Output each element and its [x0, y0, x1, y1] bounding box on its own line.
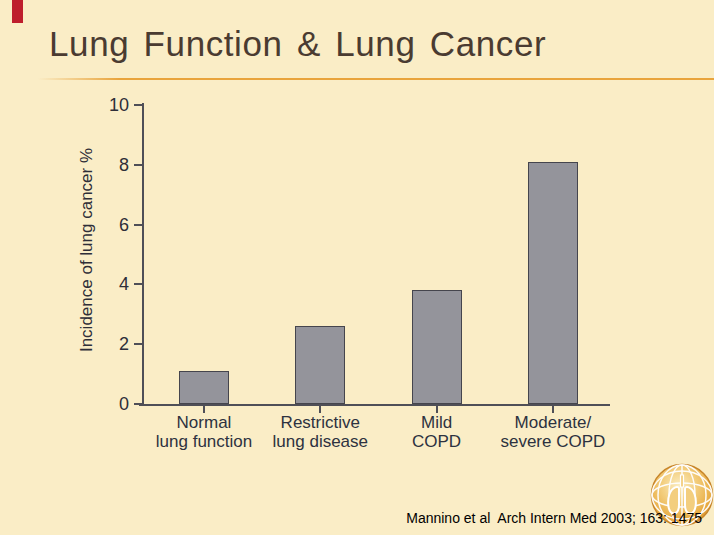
y-tick-label: 0 [85, 393, 129, 415]
slide-background: Lung Function & Lung Cancer Incidence of… [0, 0, 714, 535]
bar-2 [295, 326, 345, 404]
y-tick [134, 104, 142, 106]
y-tick [134, 343, 142, 345]
y-axis-line [142, 103, 144, 404]
y-tick-label: 6 [85, 214, 129, 236]
y-tick [134, 224, 142, 226]
bar-1 [179, 371, 229, 404]
y-tick-label: 4 [85, 273, 129, 295]
bar-chart: Incidence of lung cancer % 0246810Normal… [0, 0, 714, 535]
x-tick [552, 406, 554, 413]
x-category-label: Moderate/severe COPD [473, 413, 633, 451]
x-tick [203, 406, 205, 413]
y-axis-title: Incidence of lung cancer % [76, 90, 98, 410]
y-tick-label: 8 [85, 154, 129, 176]
y-tick-label: 2 [85, 333, 129, 355]
x-category-label-line: Moderate/ [473, 413, 633, 432]
x-axis-line [139, 404, 610, 406]
source-citation: Mannino et al Arch Intern Med 2003; 163:… [406, 510, 702, 526]
y-tick-label: 10 [85, 94, 129, 116]
x-tick [319, 406, 321, 413]
x-category-label-line: severe COPD [473, 432, 633, 451]
x-tick [436, 406, 438, 413]
bar-3 [412, 290, 462, 404]
y-tick [134, 164, 142, 166]
y-tick [134, 283, 142, 285]
bar-4 [528, 162, 578, 404]
y-tick [134, 403, 142, 405]
